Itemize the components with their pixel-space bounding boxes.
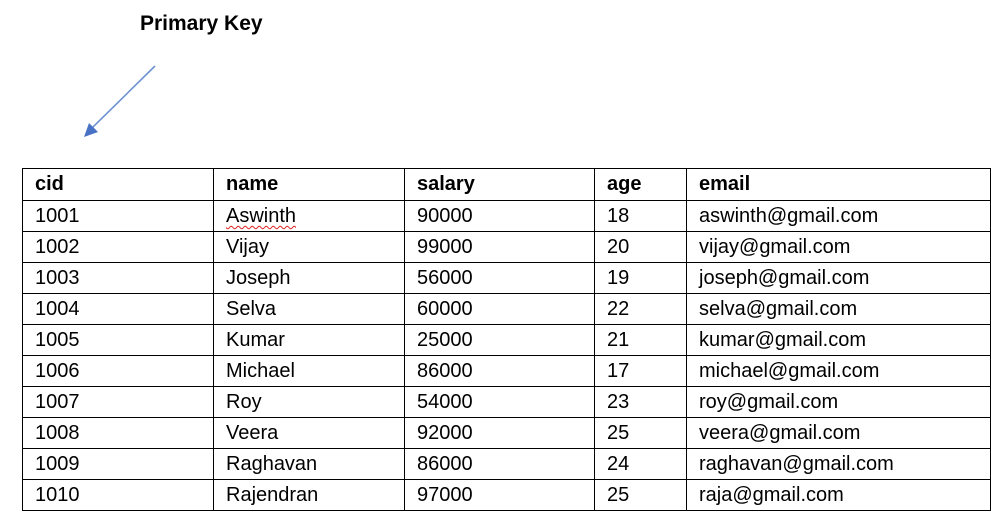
cell-salary: 54000 [404, 386, 595, 418]
cell-name: Vijay [213, 231, 405, 263]
cell-cid: 1006 [22, 355, 214, 387]
header-email: email [686, 168, 991, 201]
cell-name: Joseph [213, 262, 405, 294]
header-age: age [594, 168, 687, 201]
cell-salary: 60000 [404, 293, 595, 325]
header-cid: cid [22, 168, 214, 201]
cell-salary: 92000 [404, 417, 595, 449]
table-header-row: cid name salary age email [22, 168, 991, 201]
cell-salary: 90000 [404, 200, 595, 232]
cell-age: 21 [594, 324, 687, 356]
cell-salary: 97000 [404, 479, 595, 511]
cell-age: 17 [594, 355, 687, 387]
cell-name: Selva [213, 293, 405, 325]
cell-email: joseph@gmail.com [686, 262, 991, 294]
primary-key-label: Primary Key [140, 12, 263, 35]
arrow-pointer-icon [84, 65, 156, 137]
cell-email: raghavan@gmail.com [686, 448, 991, 480]
table-row: 1008 Veera 92000 25 veera@gmail.com [22, 417, 991, 449]
cell-email: roy@gmail.com [686, 386, 991, 418]
customer-table: cid name salary age email 1001 Aswinth 9… [22, 168, 991, 511]
spellcheck-flagged-word: Aswinth [226, 205, 297, 227]
cell-email: veera@gmail.com [686, 417, 991, 449]
cell-age: 25 [594, 417, 687, 449]
table-row: 1009 Raghavan 86000 24 raghavan@gmail.co… [22, 448, 991, 480]
arrow-head [84, 123, 98, 137]
cell-age: 23 [594, 386, 687, 418]
cell-age: 18 [594, 200, 687, 232]
header-salary: salary [404, 168, 595, 201]
cell-cid: 1010 [22, 479, 214, 511]
cell-name: Kumar [213, 324, 405, 356]
cell-cid: 1003 [22, 262, 214, 294]
table-row: 1006 Michael 86000 17 michael@gmail.com [22, 355, 991, 387]
table-row: 1001 Aswinth 90000 18 aswinth@gmail.com [22, 200, 991, 232]
table-row: 1005 Kumar 25000 21 kumar@gmail.com [22, 324, 991, 356]
cell-name: Rajendran [213, 479, 405, 511]
cell-name: Veera [213, 417, 405, 449]
cell-salary: 56000 [404, 262, 595, 294]
cell-email: selva@gmail.com [686, 293, 991, 325]
cell-cid: 1004 [22, 293, 214, 325]
cell-age: 24 [594, 448, 687, 480]
cell-name: Raghavan [213, 448, 405, 480]
cell-email: raja@gmail.com [686, 479, 991, 511]
cell-cid: 1002 [22, 231, 214, 263]
cell-age: 20 [594, 231, 687, 263]
cell-cid: 1007 [22, 386, 214, 418]
cell-email: michael@gmail.com [686, 355, 991, 387]
cell-name: Michael [213, 355, 405, 387]
cell-salary: 86000 [404, 448, 595, 480]
cell-email: aswinth@gmail.com [686, 200, 991, 232]
cell-salary: 99000 [404, 231, 595, 263]
cell-cid: 1005 [22, 324, 214, 356]
table-row: 1004 Selva 60000 22 selva@gmail.com [22, 293, 991, 325]
table-row: 1003 Joseph 56000 19 joseph@gmail.com [22, 262, 991, 294]
header-name: name [213, 168, 405, 201]
cell-age: 25 [594, 479, 687, 511]
table-row: 1002 Vijay 99000 20 vijay@gmail.com [22, 231, 991, 263]
cell-age: 19 [594, 262, 687, 294]
arrow-shaft [91, 65, 156, 129]
table-row: 1007 Roy 54000 23 roy@gmail.com [22, 386, 991, 418]
cell-cid: 1008 [22, 417, 214, 449]
cell-email: kumar@gmail.com [686, 324, 991, 356]
cell-cid: 1001 [22, 200, 214, 232]
cell-salary: 25000 [404, 324, 595, 356]
cell-age: 22 [594, 293, 687, 325]
cell-name: Roy [213, 386, 405, 418]
cell-email: vijay@gmail.com [686, 231, 991, 263]
cell-name: Aswinth [213, 200, 405, 232]
cell-cid: 1009 [22, 448, 214, 480]
table-row: 1010 Rajendran 97000 25 raja@gmail.com [22, 479, 991, 511]
cell-salary: 86000 [404, 355, 595, 387]
